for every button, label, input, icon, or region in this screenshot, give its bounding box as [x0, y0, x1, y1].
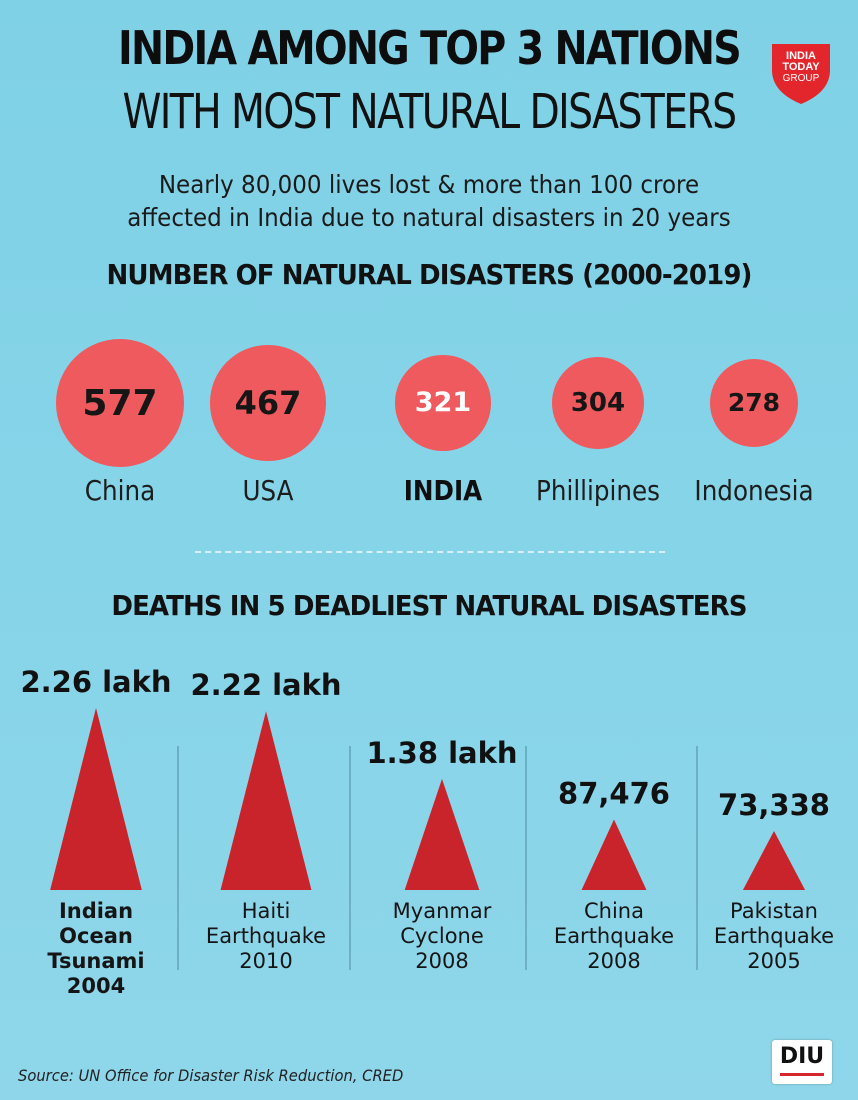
disaster-name-label: Indian: [59, 899, 133, 923]
disaster-name-label: Pakistan: [730, 899, 818, 923]
deaths-section-title: DEATHS IN 5 DEADLIEST NATURAL DISASTERS: [111, 589, 747, 622]
disaster-name-label: China: [584, 899, 644, 923]
disaster-count-value: 278: [727, 388, 781, 418]
logo-text-3: GROUP: [783, 73, 820, 84]
disaster-name-label: 2005: [747, 949, 800, 973]
subtitle-line-2: affected in India due to natural disaste…: [127, 203, 731, 232]
source-note: Source: UN Office for Disaster Risk Redu…: [18, 1066, 404, 1085]
section-divider: [195, 551, 665, 553]
deaths-triangle: [50, 708, 142, 890]
disaster-name-label: Ocean: [59, 924, 133, 948]
country-label: INDIA: [403, 474, 483, 507]
disaster-count-bubble: 467: [210, 345, 326, 461]
logo-text-1: INDIA: [786, 50, 816, 62]
disaster-count-chart: 577 China 467 USA 321 INDIA 304 Phillipines 278 I…: [56, 339, 814, 507]
country-label: Indonesia: [694, 474, 814, 507]
disaster-name-label: Earthquake: [714, 924, 834, 948]
disaster-name-label: 2010: [239, 949, 292, 973]
subtitle-line-1: Nearly 80,000 lives lost & more than 100…: [158, 170, 700, 199]
country-label: China: [84, 474, 156, 507]
disaster-name-label: 2008: [587, 949, 640, 973]
deaths-value-label: 73,338: [718, 788, 830, 822]
disaster-count-bubble: 278: [709, 358, 799, 448]
title-line-1: INDIA AMONG TOP 3 NATIONS: [117, 21, 742, 75]
deaths-triangle: [742, 830, 806, 890]
country-label: Phillipines: [536, 474, 660, 507]
india-today-group-logo: INDIA TODAY GROUP: [772, 44, 830, 104]
deaths-value-label: 87,476: [558, 777, 670, 811]
disaster-count-value: 321: [414, 387, 472, 419]
disaster-name-label: Cyclone: [400, 924, 484, 948]
country-label: USA: [242, 474, 294, 507]
disaster-count-bubble: 321: [395, 355, 491, 451]
disaster-name-label: 2008: [415, 949, 468, 973]
deaths-triangle: [404, 778, 480, 890]
disaster-name-label: 2004: [67, 974, 125, 998]
title-line-2: WITH MOST NATURAL DISASTERS: [122, 84, 738, 140]
disasters-section-title: NUMBER OF NATURAL DISASTERS (2000-2019): [106, 258, 753, 291]
diu-badge: DIU: [772, 1040, 832, 1084]
deaths-value-label: 2.26 lakh: [20, 665, 171, 699]
deaths-value-label: 1.38 lakh: [366, 736, 517, 770]
disaster-name-label: Tsunami: [47, 949, 144, 973]
subtitle: Nearly 80,000 lives lost & more than 100…: [34, 168, 823, 234]
diu-badge-text: DIU: [779, 1044, 825, 1069]
deaths-value-label: 2.22 lakh: [190, 668, 341, 702]
disaster-name-label: Earthquake: [206, 924, 326, 948]
deaths-triangle: [220, 711, 312, 890]
deaths-triangle: [581, 819, 647, 890]
diu-badge-underline: [780, 1073, 824, 1076]
disaster-count-value: 577: [82, 382, 158, 424]
disaster-count-bubble: 577: [56, 339, 184, 467]
disaster-name-label: Haiti: [242, 899, 291, 923]
disaster-name-label: Earthquake: [554, 924, 674, 948]
disaster-count-value: 467: [234, 383, 302, 422]
disaster-name-label: Myanmar: [393, 899, 492, 923]
logo-text-2: TODAY: [782, 61, 820, 73]
disaster-count-bubble: 304: [551, 356, 645, 450]
disaster-count-value: 304: [570, 387, 626, 418]
